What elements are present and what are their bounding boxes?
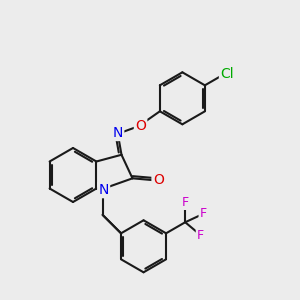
Text: Cl: Cl — [220, 67, 234, 81]
Text: F: F — [182, 196, 189, 209]
Text: N: N — [112, 126, 123, 140]
Text: O: O — [153, 173, 164, 187]
Text: F: F — [197, 229, 204, 242]
Text: N: N — [98, 183, 109, 197]
Text: F: F — [200, 207, 207, 220]
Text: O: O — [135, 119, 146, 133]
